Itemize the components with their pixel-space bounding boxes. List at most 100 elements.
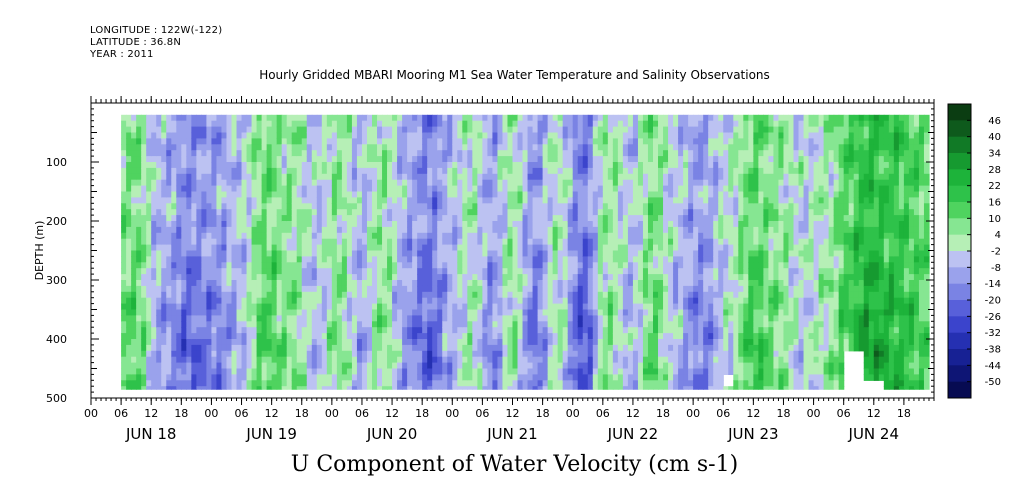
heatmap-cell — [261, 333, 268, 340]
heatmap-cell — [567, 144, 574, 151]
heatmap-cell — [442, 203, 448, 210]
heatmap-cell — [261, 162, 268, 169]
heatmap-cell — [462, 327, 468, 334]
heatmap-cell — [331, 209, 338, 216]
heatmap-cell — [377, 362, 383, 370]
heatmap-cell — [462, 350, 468, 358]
heatmap-cell — [612, 339, 619, 346]
heatmap-cell — [361, 362, 368, 370]
heatmap-cell — [602, 339, 609, 346]
heatmap-cell — [221, 386, 228, 390]
heatmap-cell — [331, 162, 338, 169]
heatmap-cell — [497, 179, 504, 187]
heatmap-cell — [607, 156, 614, 163]
heatmap-cell — [176, 144, 182, 151]
heatmap-cell — [181, 356, 187, 364]
heatmap-cell — [372, 244, 378, 252]
heatmap-cell — [156, 380, 162, 387]
heatmap-cell — [627, 114, 634, 122]
heatmap-cell — [326, 221, 333, 228]
heatmap-cell — [336, 344, 343, 352]
heatmap-cell — [196, 280, 202, 287]
heatmap-cell — [236, 333, 243, 340]
heatmap-cell — [336, 327, 343, 334]
heatmap-cell — [256, 268, 263, 275]
heatmap-cell — [246, 285, 253, 293]
heatmap-cell — [542, 203, 549, 210]
heatmap-cell — [276, 350, 283, 358]
heatmap-cell — [241, 268, 248, 275]
heatmap-cell — [356, 209, 363, 216]
heatmap-cell — [597, 268, 604, 275]
heatmap-cell — [642, 368, 649, 375]
heatmap-cell — [377, 185, 383, 193]
heatmap-cell — [462, 309, 468, 316]
heatmap-cell — [241, 262, 248, 269]
heatmap-cell — [472, 333, 478, 340]
heatmap-cell — [462, 291, 468, 299]
heatmap-cell — [522, 309, 529, 316]
heatmap-cell — [402, 344, 408, 352]
heatmap-cell — [281, 114, 288, 122]
heatmap-cell — [392, 339, 398, 346]
heatmap-cell — [442, 344, 448, 352]
heatmap-cell — [397, 321, 403, 328]
heatmap-cell — [201, 162, 208, 169]
heatmap-cell — [141, 120, 147, 128]
heatmap-cell — [151, 280, 157, 287]
heatmap-cell — [417, 327, 423, 334]
heatmap-cell — [271, 268, 278, 275]
heatmap-cell — [552, 162, 559, 169]
heatmap-cell — [221, 215, 228, 222]
heatmap-cell — [286, 315, 293, 322]
heatmap-cell — [316, 173, 323, 181]
heatmap-cell — [261, 327, 268, 334]
heatmap-cell — [472, 226, 478, 234]
heatmap-cell — [211, 138, 218, 145]
heatmap-cell — [487, 339, 494, 346]
heatmap-cell — [477, 327, 483, 334]
heatmap-cell — [281, 315, 288, 322]
heatmap-cell — [642, 339, 649, 346]
heatmap-cell — [482, 203, 489, 210]
heatmap-cell — [527, 374, 534, 381]
heatmap-cell — [126, 144, 132, 151]
heatmap-cell — [171, 291, 177, 299]
heatmap-cell — [577, 191, 584, 198]
heatmap-cell — [437, 262, 443, 269]
heatmap-cell — [251, 368, 258, 375]
heatmap-cell — [632, 126, 639, 134]
heatmap-cell — [492, 297, 499, 305]
heatmap-cell — [306, 291, 313, 299]
heatmap-cell — [547, 321, 554, 328]
heatmap-cell — [201, 126, 208, 134]
heatmap-cell — [206, 386, 213, 390]
heatmap-cell — [647, 327, 654, 334]
heatmap-cell — [136, 185, 142, 193]
heatmap-cell — [271, 209, 278, 216]
heatmap-cell — [597, 362, 604, 370]
heatmap-cell — [241, 344, 248, 352]
heatmap-cell — [311, 315, 318, 322]
heatmap-cell — [542, 303, 549, 311]
heatmap-cell — [587, 303, 594, 311]
heatmap-cell — [316, 215, 323, 222]
heatmap-cell — [442, 250, 448, 257]
heatmap-cell — [306, 120, 313, 128]
heatmap-cell — [361, 344, 368, 352]
heatmap-cell — [392, 362, 398, 370]
heatmap-cell — [632, 280, 639, 287]
heatmap-cell — [266, 244, 273, 252]
heatmap-cell — [567, 380, 574, 387]
heatmap-cell — [121, 321, 127, 328]
heatmap-cell — [457, 321, 463, 328]
heatmap-cell — [607, 274, 614, 281]
heatmap-cell — [647, 156, 654, 163]
heatmap-cell — [442, 356, 448, 364]
heatmap-cell — [261, 126, 268, 134]
heatmap-cell — [201, 285, 208, 293]
heatmap-cell — [497, 315, 504, 322]
heatmap-cell — [482, 268, 489, 275]
heatmap-cell — [492, 315, 499, 322]
heatmap-cell — [437, 173, 443, 181]
